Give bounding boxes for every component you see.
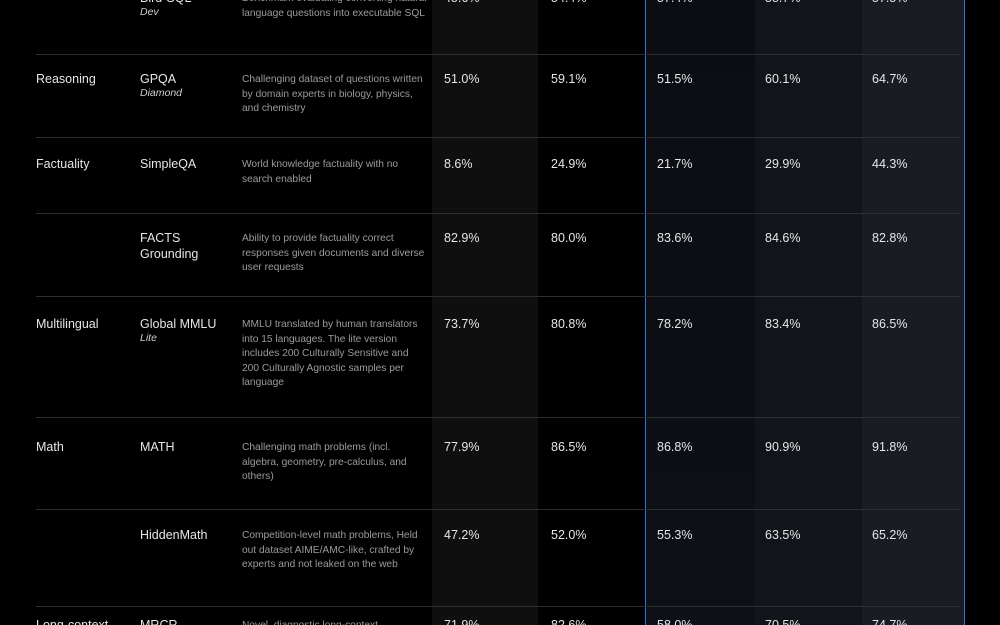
row-separator — [36, 509, 960, 510]
score: 21.7% — [657, 157, 693, 171]
benchmark: Bird-SQL — [140, 0, 230, 6]
column-bg — [755, 0, 862, 625]
benchmark-variant: Diamond — [140, 87, 183, 99]
category: Reasoning — [36, 72, 96, 86]
score: 64.7% — [872, 72, 908, 86]
score: 86.5% — [872, 317, 908, 331]
benchmark: HiddenMath — [140, 528, 208, 542]
score: 91.8% — [872, 440, 908, 454]
description: MMLU translated by human translators int… — [242, 319, 418, 388]
score: 84.6% — [765, 231, 801, 245]
score: 83.4% — [765, 317, 801, 331]
description: Challenging math problems (incl. algebra… — [242, 442, 407, 482]
score: 73.7% — [444, 317, 480, 331]
category: Long-context — [36, 618, 109, 625]
score: 58.0% — [657, 618, 693, 625]
benchmark-variant: Lite — [140, 332, 157, 344]
benchmark: FACTS Grounding — [140, 231, 199, 261]
score: 45.6% — [444, 0, 479, 6]
column-bg — [432, 0, 538, 625]
score: 55.3% — [657, 528, 693, 542]
score: 82.9% — [444, 231, 480, 245]
category: Multilingual — [36, 317, 99, 331]
description: World knowledge factuality with no searc… — [242, 159, 399, 185]
score: 65.2% — [872, 528, 908, 542]
score: 86.8% — [657, 440, 693, 454]
row-separator — [36, 417, 960, 418]
row-separator — [36, 54, 960, 55]
score: 54.4% — [551, 0, 586, 6]
row-separator — [36, 296, 960, 297]
description: Benchmark evaluating converting natural … — [242, 0, 427, 19]
score: 80.0% — [551, 231, 587, 245]
score: 57.5% — [872, 0, 907, 6]
score: 63.5% — [765, 528, 801, 542]
score: 52.0% — [551, 528, 587, 542]
score: 83.6% — [657, 231, 693, 245]
score: 51.0% — [444, 72, 480, 86]
description: Competition-level math problems, Held ou… — [242, 530, 418, 570]
score: 44.3% — [872, 157, 908, 171]
column-bg — [645, 0, 755, 625]
score: 57.4% — [657, 0, 692, 6]
score: 80.8% — [551, 317, 587, 331]
benchmark: MRCR — [140, 618, 178, 625]
score: 47.2% — [444, 528, 480, 542]
row-separator — [36, 213, 960, 214]
score: 71.9% — [444, 618, 480, 625]
row-separator — [36, 137, 960, 138]
score: 51.5% — [657, 72, 693, 86]
column-bg — [862, 0, 964, 625]
benchmark: Global MMLU — [140, 317, 217, 331]
description: Novel, diagnostic long-context understan… — [242, 619, 427, 625]
score: 86.5% — [551, 440, 587, 454]
score: 29.9% — [765, 157, 801, 171]
score: 82.8% — [872, 231, 908, 245]
score: 60.1% — [765, 72, 801, 86]
score: 74.7% — [872, 618, 908, 625]
benchmark: MATH — [140, 440, 175, 454]
highlight-border — [645, 0, 965, 625]
category: Factuality — [36, 157, 90, 171]
score: 24.9% — [551, 157, 587, 171]
score: 58.7% — [765, 0, 800, 6]
category: Math — [36, 440, 64, 454]
benchmark: SimpleQA — [140, 157, 197, 171]
score: 77.9% — [444, 440, 480, 454]
score: 70.5% — [765, 618, 801, 625]
score: 8.6% — [444, 157, 473, 171]
description: Challenging dataset of questions written… — [242, 74, 423, 114]
score: 59.1% — [551, 72, 587, 86]
score: 78.2% — [657, 317, 693, 331]
benchmark-variant: Dev — [140, 6, 159, 18]
benchmark: GPQA — [140, 72, 177, 86]
description: Ability to provide factuality correct re… — [242, 233, 425, 273]
score: 90.9% — [765, 440, 801, 454]
score: 82.6% — [551, 618, 587, 625]
row-separator — [36, 606, 960, 607]
